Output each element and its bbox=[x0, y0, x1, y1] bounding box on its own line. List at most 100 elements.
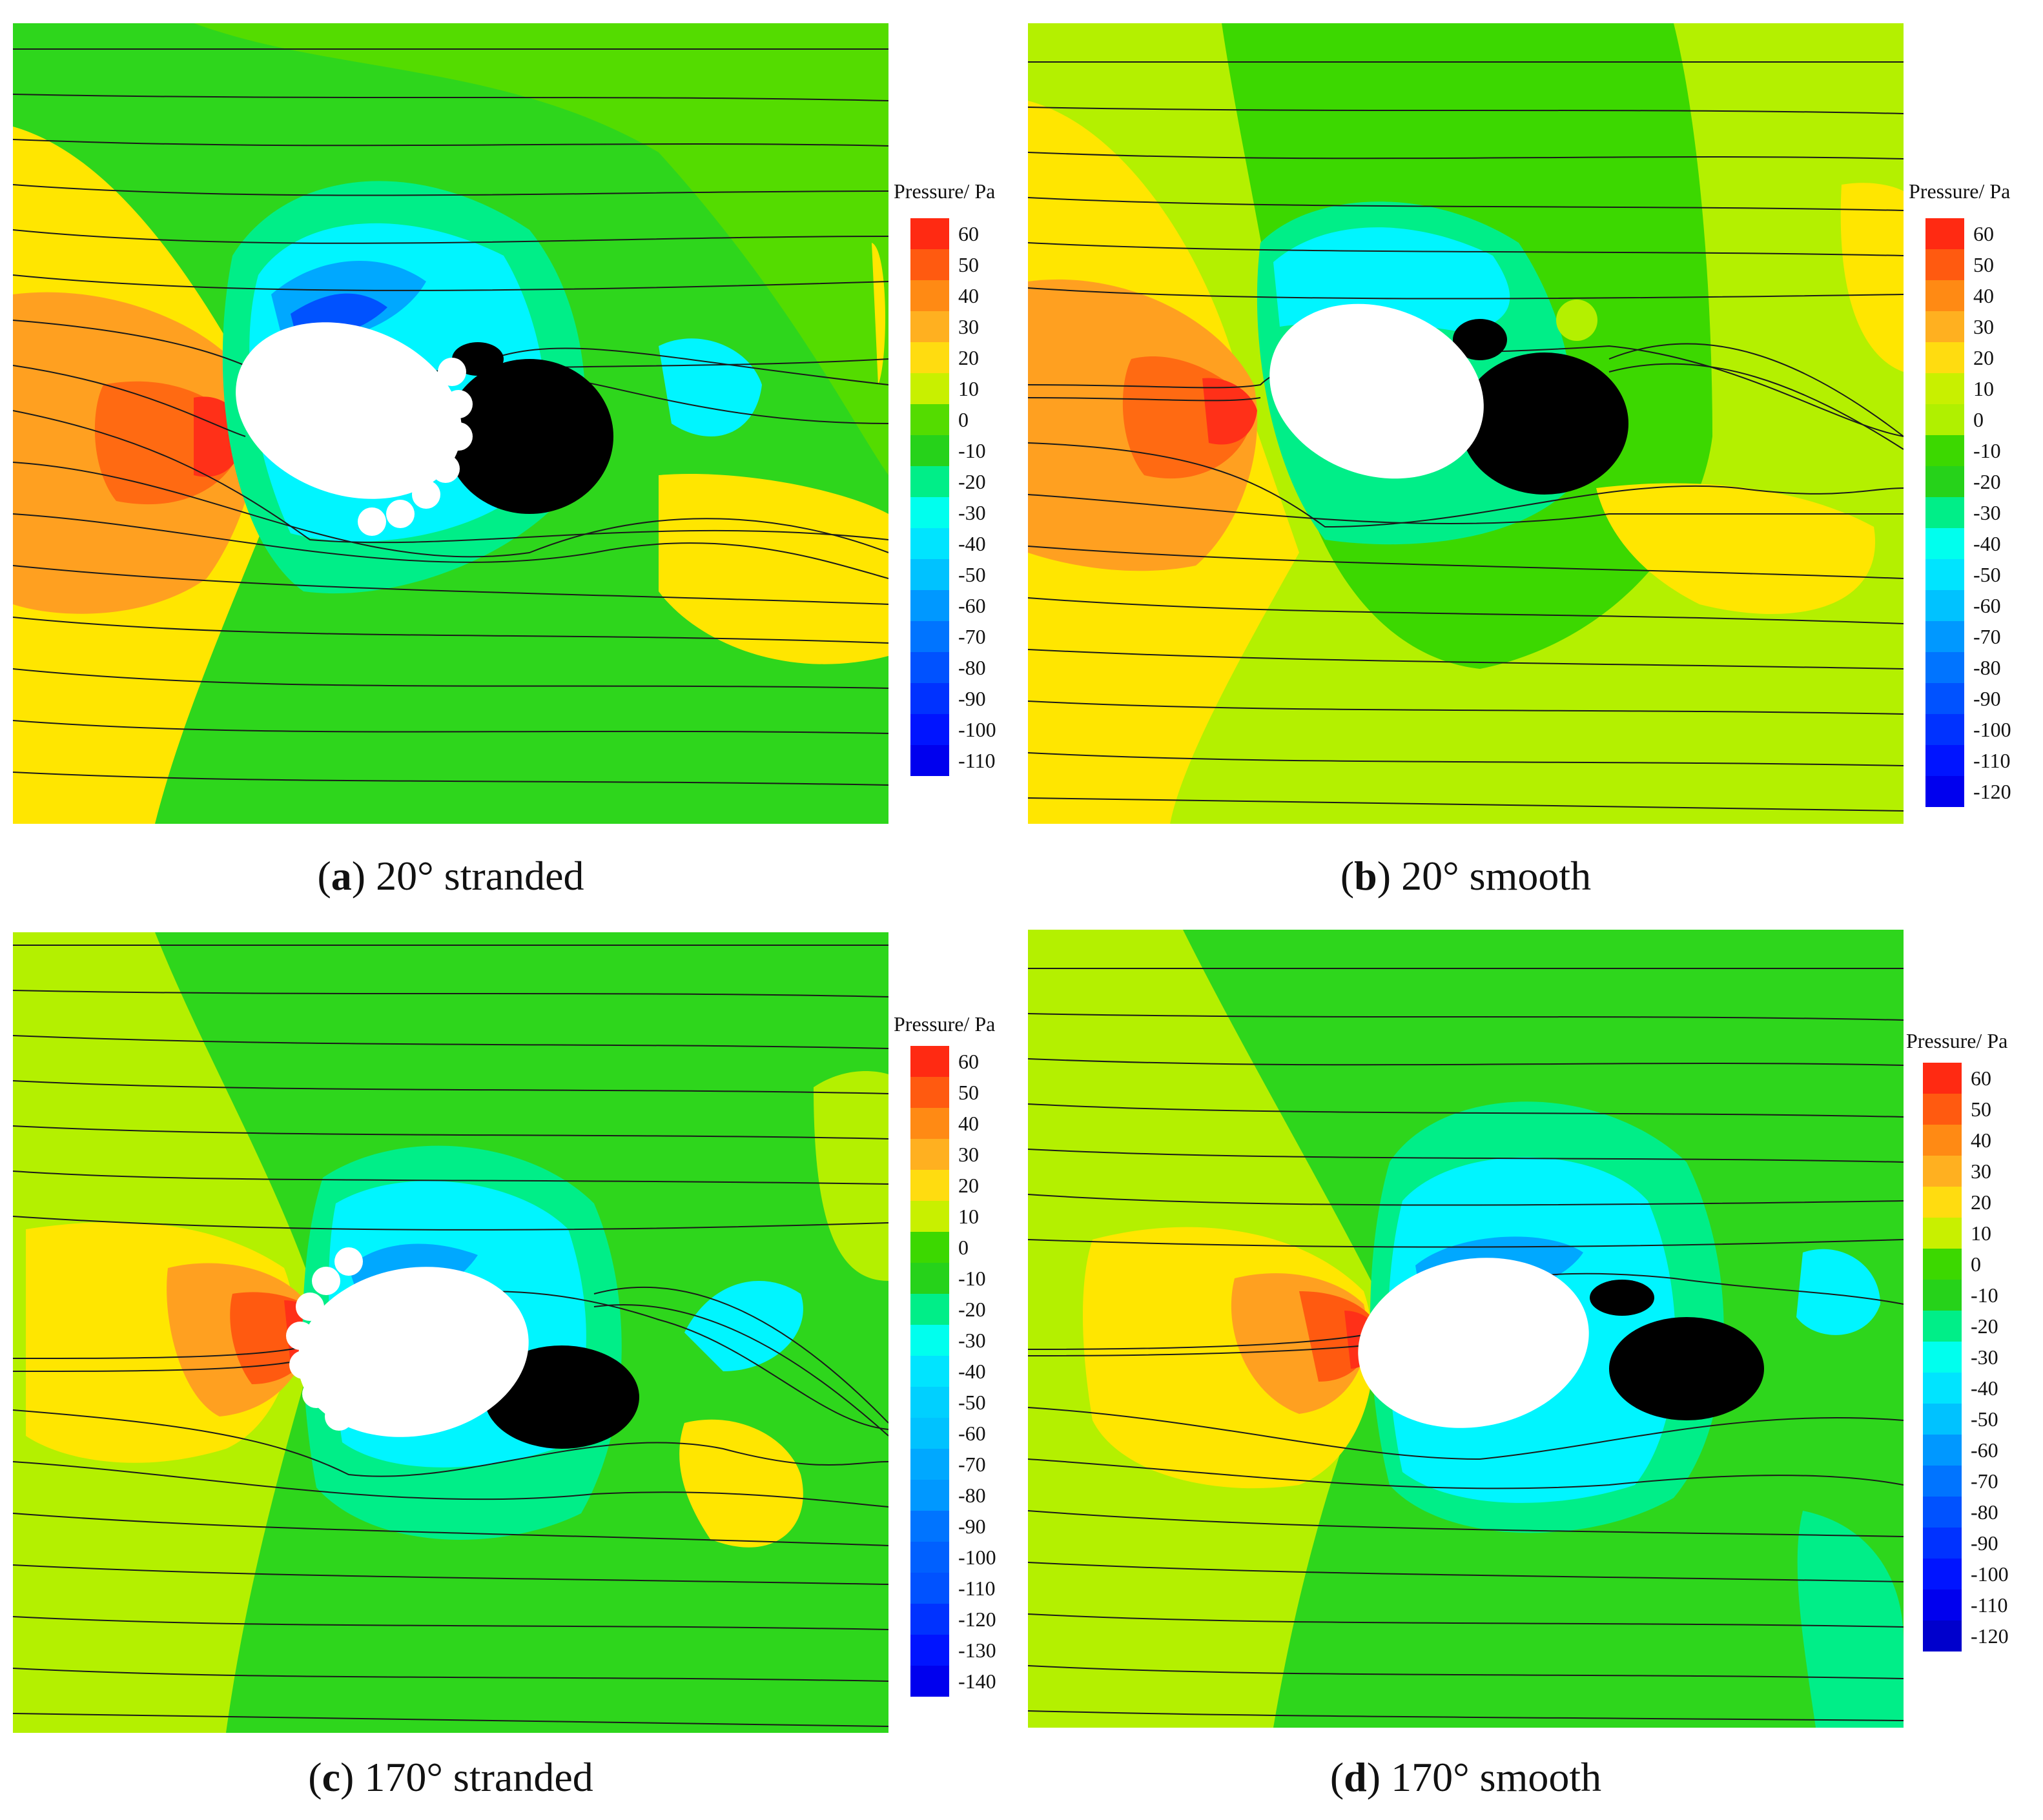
legend-swatch bbox=[1923, 1156, 1962, 1187]
legend-swatch bbox=[1925, 280, 1964, 311]
legend-tick-label: -100 bbox=[1971, 1562, 2009, 1586]
legend-swatch bbox=[1923, 1528, 1962, 1559]
legend-tick-label: 10 bbox=[1973, 377, 1994, 400]
legend-swatch bbox=[910, 1356, 949, 1387]
legend-tick-label: 30 bbox=[958, 1143, 979, 1166]
legend-swatch bbox=[910, 714, 949, 745]
legend-tick-label: -110 bbox=[958, 749, 996, 772]
legend-swatch bbox=[1925, 311, 1964, 342]
legend-swatch bbox=[1925, 466, 1964, 497]
pressure-legend: Pressure/ Pa 60 50 40 30 20 10 0 -10 -20 -30 -40 -5… bbox=[894, 1012, 1016, 1710]
legend-tick-label: -70 bbox=[958, 625, 986, 648]
legend-tick-label: -30 bbox=[958, 1329, 986, 1352]
legend-swatch bbox=[1923, 1125, 1962, 1156]
legend-swatch bbox=[910, 342, 949, 373]
legend-swatch bbox=[1923, 1466, 1962, 1497]
legend-tick-label: 50 bbox=[958, 253, 979, 276]
legend-tick-label: -110 bbox=[1973, 749, 2011, 772]
streamlines bbox=[13, 945, 888, 1727]
legend-tick-label: -10 bbox=[958, 439, 986, 462]
legend-swatch bbox=[910, 1449, 949, 1480]
caption-text: 170° stranded bbox=[364, 1754, 593, 1800]
legend-swatch bbox=[1923, 1621, 1962, 1651]
panel-letter: d bbox=[1344, 1754, 1367, 1800]
legend-tick-label: -10 bbox=[1973, 439, 2001, 462]
legend-swatch bbox=[1925, 528, 1964, 559]
legend-swatch bbox=[1925, 590, 1964, 621]
legend-tick-label: 10 bbox=[1971, 1222, 1991, 1245]
streamlines bbox=[1028, 61, 1904, 812]
legend-swatch bbox=[910, 1263, 949, 1294]
legend-tick-label: -120 bbox=[958, 1608, 996, 1631]
legend-tick-label: -100 bbox=[1973, 718, 2011, 741]
cylinder-shape bbox=[1269, 303, 1484, 479]
legend-tick-label: -50 bbox=[958, 563, 986, 586]
legend-swatch bbox=[910, 1418, 949, 1449]
legend-swatch bbox=[910, 559, 949, 590]
legend-tick-label: -60 bbox=[958, 594, 986, 617]
legend-swatch bbox=[910, 280, 949, 311]
legend-tick-label: 50 bbox=[1973, 253, 1994, 276]
legend-tick-label: -40 bbox=[1973, 532, 2001, 555]
streamlines bbox=[13, 48, 888, 786]
legend-swatch bbox=[910, 1325, 949, 1356]
legend-tick-label: 60 bbox=[958, 222, 979, 245]
legend-tick-label: -20 bbox=[1971, 1314, 1998, 1338]
legend-swatch bbox=[910, 590, 949, 621]
legend-tick-label: 50 bbox=[1971, 1098, 1991, 1121]
legend-tick-label: -130 bbox=[958, 1639, 996, 1662]
panel-caption: (b) 20° smooth bbox=[1340, 853, 1592, 899]
legend-tick-label: -90 bbox=[958, 687, 986, 710]
legend-tick-label: -100 bbox=[958, 1546, 996, 1569]
legend-tick-label: -10 bbox=[1971, 1283, 1998, 1307]
legend-tick-label: -40 bbox=[1971, 1376, 1998, 1400]
legend-swatch bbox=[910, 435, 949, 466]
cylinder-shape bbox=[286, 1247, 529, 1437]
legend-tick-label: -30 bbox=[958, 501, 986, 524]
legend-swatch bbox=[910, 1232, 949, 1263]
legend-tick-label: -100 bbox=[958, 718, 996, 741]
legend-swatch bbox=[910, 745, 949, 776]
legend-tick-label: 40 bbox=[1971, 1129, 1991, 1152]
legend-tick-label: 0 bbox=[1971, 1253, 1981, 1276]
legend-tick-label: -110 bbox=[958, 1577, 996, 1600]
legend-swatch bbox=[1923, 1063, 1962, 1094]
streamlines bbox=[1028, 968, 1904, 1721]
legend-tick-label: -110 bbox=[1971, 1593, 2008, 1617]
legend-swatch bbox=[910, 652, 949, 683]
pressure-contour-plot bbox=[1028, 23, 1904, 824]
panel-letter: c bbox=[322, 1754, 340, 1800]
contour-field bbox=[1028, 23, 1904, 824]
legend-title: Pressure/ Pa bbox=[1909, 179, 2011, 203]
legend-tick-label: -80 bbox=[1971, 1500, 1998, 1524]
pressure-legend: Pressure/ Pa 60 50 40 30 20 10 0 -10 -20 -30 -40 -5… bbox=[1906, 1029, 2029, 1662]
legend-tick-label: -40 bbox=[958, 532, 986, 555]
legend-tick-label: 60 bbox=[1973, 222, 1994, 245]
legend-swatch bbox=[1925, 249, 1964, 280]
legend-tick-label: -40 bbox=[958, 1360, 986, 1383]
legend-colorbar bbox=[910, 1046, 949, 1697]
legend-tick-label: -90 bbox=[1971, 1531, 1998, 1555]
cylinder-shape bbox=[236, 322, 473, 536]
legend-swatch bbox=[1923, 1280, 1962, 1311]
legend-tick-label: 30 bbox=[1971, 1160, 1991, 1183]
legend-tick-label: -60 bbox=[1971, 1438, 1998, 1462]
legend-tick-label: -30 bbox=[1971, 1345, 1998, 1369]
legend-swatch bbox=[910, 1170, 949, 1201]
legend-tick-label: 20 bbox=[958, 346, 979, 369]
legend-title: Pressure/ Pa bbox=[1906, 1029, 2008, 1052]
legend-swatch bbox=[910, 683, 949, 714]
legend-swatch bbox=[1925, 342, 1964, 373]
legend-tick-label: -120 bbox=[1971, 1624, 2009, 1648]
legend-swatch bbox=[1923, 1342, 1962, 1373]
legend-swatch bbox=[1925, 776, 1964, 807]
legend-swatch bbox=[910, 1542, 949, 1573]
legend-tick-label: -120 bbox=[1973, 780, 2011, 803]
legend-swatch bbox=[910, 1480, 949, 1511]
panel-letter: a bbox=[331, 853, 352, 899]
legend-tick-label: -50 bbox=[1973, 563, 2001, 586]
legend-title: Pressure/ Pa bbox=[894, 179, 996, 203]
caption-text: 20° stranded bbox=[376, 853, 584, 899]
legend-swatch bbox=[1925, 652, 1964, 683]
legend-tick-label: -20 bbox=[958, 470, 986, 493]
